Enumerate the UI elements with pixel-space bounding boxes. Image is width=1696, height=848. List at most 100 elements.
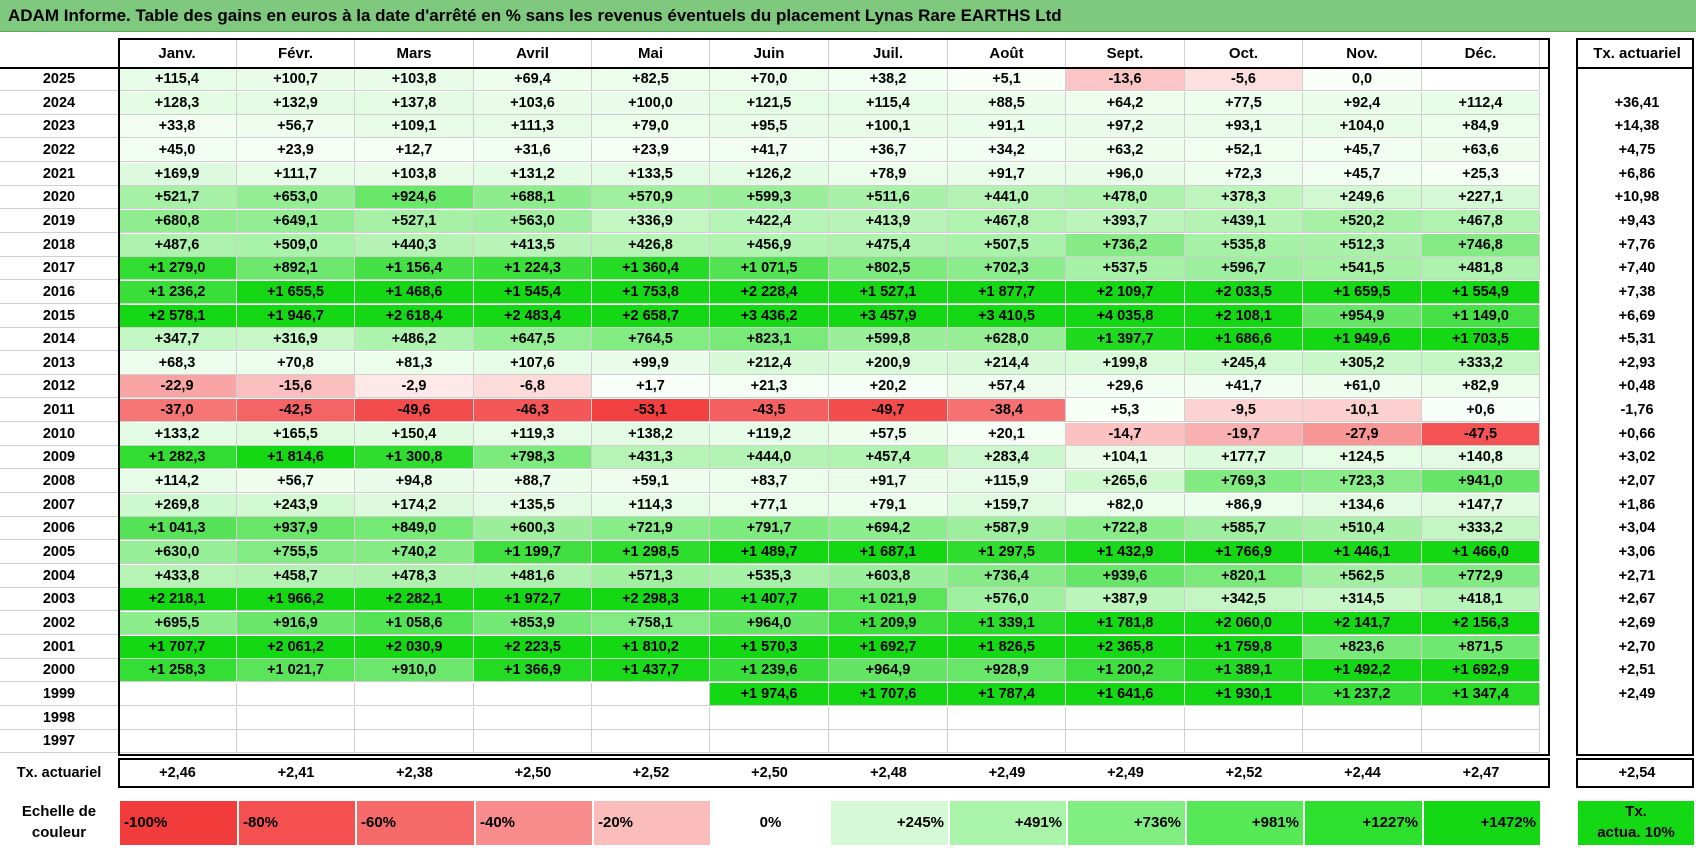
table-cell: +150,4 xyxy=(355,422,474,446)
table-cell: +1 021,9 xyxy=(829,588,948,612)
table-cell: +478,0 xyxy=(1066,186,1185,210)
table-cell: +59,1 xyxy=(592,470,710,494)
year-label: 2013 xyxy=(0,352,118,375)
table-cell: +61,0 xyxy=(1303,375,1422,399)
month-header: Oct. xyxy=(1185,40,1303,68)
table-cell: +688,1 xyxy=(474,186,592,210)
table-cell xyxy=(592,706,710,730)
table-cell: +91,1 xyxy=(948,115,1066,139)
tx-actuariel-cell: +2,70 xyxy=(1618,638,1656,655)
table-cell xyxy=(237,682,355,706)
table-cell: +431,3 xyxy=(592,446,710,470)
year-label: 2017 xyxy=(0,257,118,281)
table-cell: +378,3 xyxy=(1185,186,1303,210)
tx-actuariel-cell: +2,67 xyxy=(1618,591,1656,608)
table-cell: +1 492,2 xyxy=(1303,659,1422,683)
tx-actuariel-cell: +14,38 xyxy=(1614,118,1660,135)
table-cell: +1 659,5 xyxy=(1303,280,1422,304)
table-cell: +72,3 xyxy=(1185,162,1303,186)
table-cell: +1 297,5 xyxy=(948,541,1066,564)
table-cell: +510,4 xyxy=(1303,517,1422,541)
table-cell: +1 655,5 xyxy=(237,280,355,304)
table-cell: +57,4 xyxy=(948,375,1066,399)
month-header: Janv. xyxy=(118,40,237,68)
table-cell: +347,7 xyxy=(118,328,237,352)
table-cell: +119,2 xyxy=(710,422,829,446)
table-cell: +1 209,9 xyxy=(829,611,948,635)
table-cell xyxy=(118,682,237,706)
table-cell: +769,3 xyxy=(1185,470,1303,494)
month-header: Nov. xyxy=(1303,40,1422,68)
table-cell: +695,5 xyxy=(118,611,237,635)
scale-step: +491% xyxy=(950,801,1066,845)
table-cell: +441,0 xyxy=(948,186,1066,210)
table-cell: +115,9 xyxy=(948,470,1066,494)
table-cell: +41,7 xyxy=(710,138,829,162)
table-cell: +1 258,3 xyxy=(118,659,237,683)
table-cell: +1 686,6 xyxy=(1185,328,1303,352)
table-cell: +21,3 xyxy=(710,375,829,399)
table-cell: -49,6 xyxy=(355,399,474,423)
scale-label: Echelle de couleur xyxy=(0,801,118,845)
table-cell: +413,9 xyxy=(829,209,948,233)
table-cell: +174,2 xyxy=(355,493,474,517)
footer-value: +2,48 xyxy=(870,764,907,781)
table-cell: +79,1 xyxy=(829,493,948,517)
table-cell: +1 703,5 xyxy=(1422,328,1540,352)
table-cell: +1 946,7 xyxy=(237,304,355,328)
table-cell: +2 108,1 xyxy=(1185,304,1303,328)
table-cell: +2 060,0 xyxy=(1185,611,1303,635)
table-cell: +140,8 xyxy=(1422,446,1540,470)
tx-actuariel-cell: +2,49 xyxy=(1618,685,1656,702)
table-cell: +132,9 xyxy=(237,91,355,115)
tx-actuariel-cell: +7,40 xyxy=(1618,260,1656,277)
table-cell: +1 707,7 xyxy=(118,635,237,659)
table-cell: +79,0 xyxy=(592,115,710,139)
year-label: 2002 xyxy=(0,612,118,635)
table-cell xyxy=(592,730,710,754)
table-cell: +1 339,1 xyxy=(948,611,1066,635)
table-cell: +1 707,6 xyxy=(829,682,948,706)
table-cell: +798,3 xyxy=(474,446,592,470)
year-label: 2020 xyxy=(0,186,118,210)
table-cell: +91,7 xyxy=(829,470,948,494)
table-cell xyxy=(829,730,948,754)
table-cell: +2 618,4 xyxy=(355,304,474,328)
table-cell: +137,8 xyxy=(355,91,474,115)
table-cell: +721,9 xyxy=(592,517,710,541)
table-cell: +772,9 xyxy=(1422,564,1540,588)
table-cell: +587,9 xyxy=(948,517,1066,541)
table-cell: +41,7 xyxy=(1185,375,1303,399)
table-cell: +45,7 xyxy=(1303,162,1422,186)
table-cell: +52,1 xyxy=(1185,138,1303,162)
table-cell: +2 282,1 xyxy=(355,588,474,612)
table-cell: +103,8 xyxy=(355,68,474,91)
table-cell: +3 457,9 xyxy=(829,304,948,328)
table-cell: +45,7 xyxy=(1303,138,1422,162)
table-cell: +1 753,8 xyxy=(592,280,710,304)
table-cell: +165,5 xyxy=(237,422,355,446)
scale-step: -100% xyxy=(120,801,237,845)
table-cell: +820,1 xyxy=(1185,564,1303,588)
table-cell: +1 156,4 xyxy=(355,257,474,281)
table-cell: +1 389,1 xyxy=(1185,659,1303,683)
table-cell: +740,2 xyxy=(355,541,474,564)
table-cell: +56,7 xyxy=(237,115,355,139)
table-cell: +393,7 xyxy=(1066,209,1185,233)
table-cell: +82,9 xyxy=(1422,375,1540,399)
table-cell: +758,1 xyxy=(592,611,710,635)
table-cell: +93,1 xyxy=(1185,115,1303,139)
month-header: Avril xyxy=(474,40,592,68)
table-cell: -49,7 xyxy=(829,399,948,423)
table-cell xyxy=(1303,706,1422,730)
table-cell: +746,8 xyxy=(1422,233,1540,257)
footer-value: +2,50 xyxy=(514,764,552,781)
table-cell: +1 527,1 xyxy=(829,280,948,304)
table-cell: +521,7 xyxy=(118,186,237,210)
table-cell: +1 432,9 xyxy=(1066,541,1185,564)
table-cell: +23,9 xyxy=(592,138,710,162)
table-cell: -15,6 xyxy=(237,375,355,399)
table-cell: +70,0 xyxy=(710,68,829,91)
table-cell: +333,2 xyxy=(1422,517,1540,541)
table-cell: -43,5 xyxy=(710,399,829,423)
